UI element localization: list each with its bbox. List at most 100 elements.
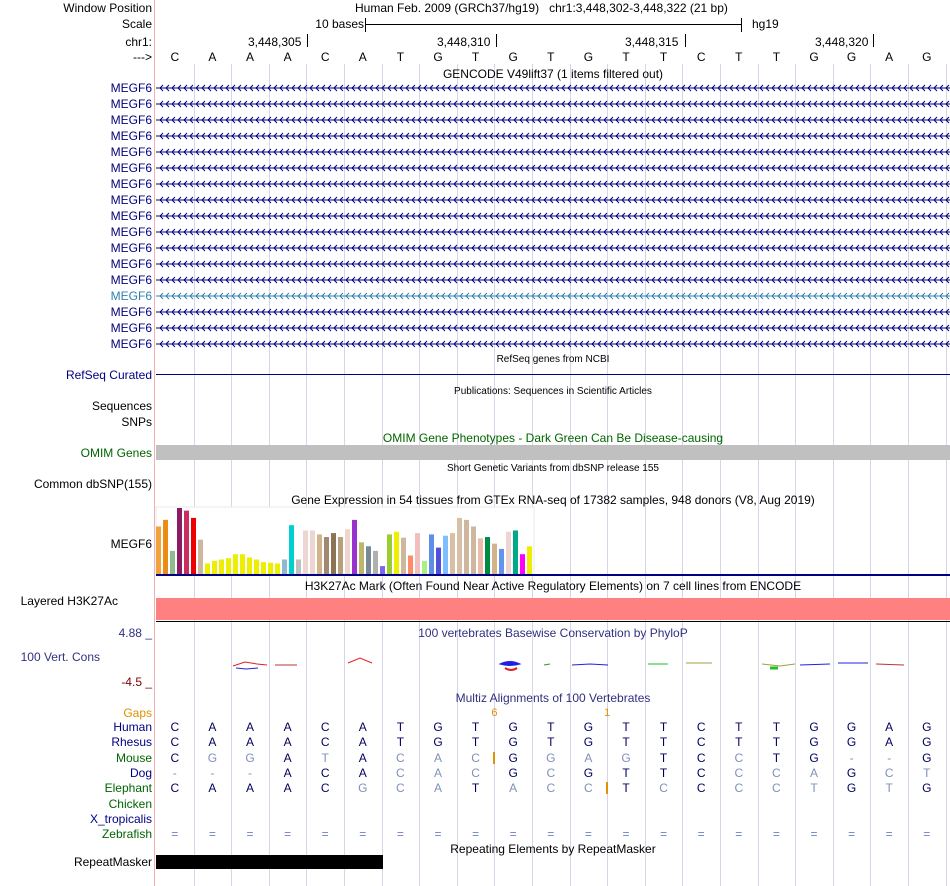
gtex-tissue-bar[interactable] [345,529,350,574]
gencode-gene-label[interactable]: MEGF6 [110,241,152,255]
gencode-gene-label[interactable]: MEGF6 [110,289,152,303]
gtex-tissue-bar[interactable] [387,534,392,574]
gencode-transcript[interactable] [156,291,950,301]
gencode-gene-label[interactable]: MEGF6 [110,273,152,287]
cons-title[interactable]: 100 vertebrates Basewise Conservation by… [418,626,688,640]
gencode-gene-label[interactable]: MEGF6 [110,321,152,335]
gtex-tissue-bar[interactable] [261,562,266,574]
gencode-gene-label[interactable]: MEGF6 [110,113,152,127]
gtex-label[interactable]: MEGF6 [110,537,152,551]
gtex-tissue-bar[interactable] [464,519,469,574]
gtex-tissue-bar[interactable] [359,542,364,574]
omim-title[interactable]: OMIM Gene Phenotypes - Dark Green Can Be… [382,431,724,445]
omim-feature-bar[interactable] [156,445,950,460]
gtex-tissue-bar[interactable] [191,517,196,574]
multiz-alignment-rows[interactable]: Human C A A A C A T G T G T G T T C T T G G A G Rhesus C A A A C A T G… [0,720,950,848]
refseq-title[interactable]: RefSeq genes from NCBI [496,354,610,365]
gtex-tissue-bar[interactable] [289,525,294,574]
gtex-tissue-bar[interactable] [247,557,252,575]
h3k27ac-label[interactable]: Layered H3K27Ac [20,594,118,608]
gencode-transcript[interactable] [156,259,950,269]
conservation-wiggle[interactable] [0,650,950,680]
gtex-tissue-bar[interactable] [219,559,224,574]
gencode-transcript[interactable] [156,195,950,205]
gencode-transcript[interactable] [156,131,950,141]
gencode-transcript[interactable] [156,163,950,173]
species-label[interactable]: Mouse [115,750,152,765]
h3k27ac-signal[interactable] [156,598,950,620]
gencode-gene-label[interactable]: MEGF6 [110,193,152,207]
gtex-tissue-bar[interactable] [324,537,329,574]
insertion-marker[interactable] [493,751,496,764]
omim-label[interactable]: OMIM Genes [80,446,152,460]
repeat-element-block[interactable] [156,855,383,869]
gtex-tissue-bar[interactable] [429,534,434,574]
gtex-tissue-bar[interactable] [268,562,273,574]
gtex-tissue-bar[interactable] [443,535,448,574]
gtex-tissue-bar[interactable] [212,560,217,574]
gencode-gene-label[interactable]: MEGF6 [110,305,152,319]
gencode-title[interactable]: GENCODE V49lift37 (1 items filtered out) [442,67,664,81]
gencode-transcript[interactable] [156,179,950,189]
gtex-tissue-bar[interactable] [254,559,259,574]
gencode-transcript[interactable] [156,115,950,125]
gtex-tissue-bar[interactable] [296,559,301,574]
gtex-tissue-bar[interactable] [233,554,238,574]
gencode-transcript[interactable] [156,99,950,109]
gtex-tissue-bar[interactable] [373,550,378,574]
gtex-tissue-bar[interactable] [331,533,336,574]
species-label[interactable]: Rhesus [111,735,152,750]
publications-label-snps[interactable]: SNPs [121,415,152,429]
gtex-tissue-bar[interactable] [275,563,280,574]
gtex-tissue-bar[interactable] [282,559,287,574]
publications-title[interactable]: Publications: Sequences in Scientific Ar… [454,386,652,397]
gtex-tissue-bar[interactable] [471,526,476,574]
gtex-tissue-bar[interactable] [303,530,308,574]
gtex-tissue-bar[interactable] [226,558,231,574]
species-label[interactable]: X_tropicalis [89,811,152,826]
gencode-transcript[interactable] [156,147,950,157]
gtex-tissue-bar[interactable] [457,517,462,574]
gtex-tissue-bar[interactable] [163,519,168,574]
gencode-gene-label[interactable]: MEGF6 [110,225,152,239]
gtex-tissue-bar[interactable] [401,537,406,574]
gtex-tissue-bar[interactable] [415,533,420,574]
gtex-tissue-bar[interactable] [478,538,483,574]
gtex-tissue-bar[interactable] [184,510,189,574]
repeat-title[interactable]: Repeating Elements by RepeatMasker [450,842,656,856]
gencode-gene-label[interactable]: MEGF6 [110,161,152,175]
gtex-tissue-bar[interactable] [156,526,161,574]
multiz-title[interactable]: Multiz Alignments of 100 Vertebrates [455,691,651,705]
gencode-transcript[interactable] [156,83,950,93]
gencode-gene-label[interactable]: MEGF6 [110,129,152,143]
gencode-transcript[interactable] [156,275,950,285]
refseq-gene-line[interactable] [156,374,950,375]
gtex-tissue-bar[interactable] [366,546,371,574]
species-label[interactable]: Zebrafish [101,827,152,842]
gtex-tissue-bar[interactable] [338,537,343,574]
species-label[interactable]: Elephant [104,781,152,796]
species-label[interactable]: Human [113,720,152,734]
gtex-tissue-bar[interactable] [198,539,203,574]
dbsnp-label[interactable]: Common dbSNP(155) [33,477,152,491]
gtex-tissue-bar[interactable] [380,566,385,574]
gtex-tissue-bar[interactable] [513,530,518,574]
window-position-value[interactable]: Human Feb. 2009 (GRCh37/hg19) chr1:3,448… [355,1,728,15]
gtex-tissue-bar[interactable] [240,554,245,574]
species-label[interactable]: Chicken [108,796,152,811]
gtex-tissue-bar[interactable] [485,537,490,574]
gencode-gene-label[interactable]: MEGF6 [110,81,152,95]
gencode-gene-label[interactable]: MEGF6 [110,209,152,223]
publications-label-sequences[interactable]: Sequences [91,399,152,413]
gtex-tissue-bar[interactable] [499,548,504,574]
gencode-transcript[interactable] [156,307,950,317]
gtex-tissue-bar[interactable] [450,533,455,574]
refseq-label[interactable]: RefSeq Curated [65,368,152,382]
gencode-gene-label[interactable]: MEGF6 [110,177,152,191]
gtex-tissue-bar[interactable] [422,560,427,574]
gtex-tissue-bar[interactable] [310,530,315,574]
gtex-tissue-bar[interactable] [352,519,357,574]
gtex-tissue-bar[interactable] [527,546,532,574]
gencode-gene-label[interactable]: MEGF6 [110,145,152,159]
repeat-label[interactable]: RepeatMasker [73,855,152,869]
